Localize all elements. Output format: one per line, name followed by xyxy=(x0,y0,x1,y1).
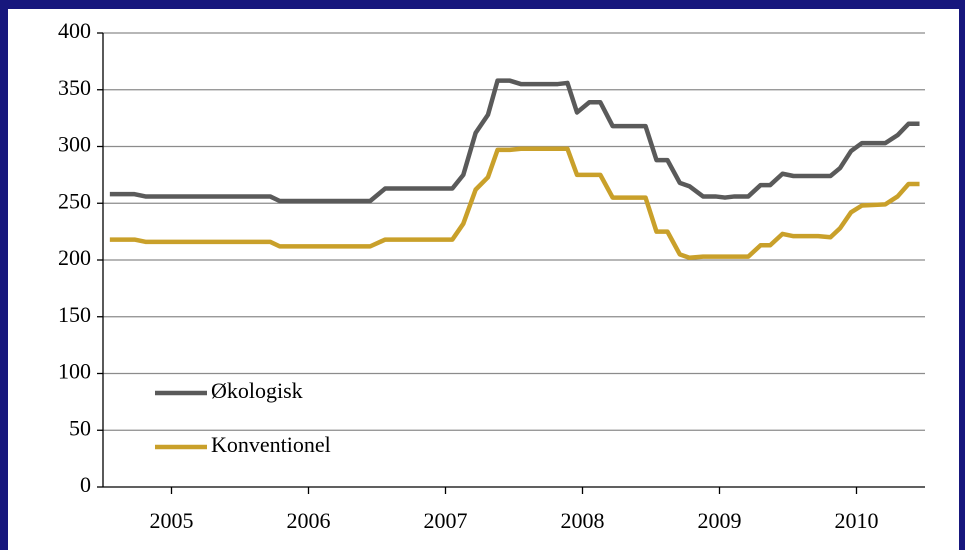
y-tick-label: 200 xyxy=(58,245,91,270)
y-tick-label: 400 xyxy=(58,18,91,43)
legend-label: Økologisk xyxy=(211,378,303,403)
line-series xyxy=(109,146,920,260)
y-tick-label: 50 xyxy=(69,415,91,440)
y-tick-label: 300 xyxy=(58,132,91,157)
x-tick-label: 2007 xyxy=(424,508,468,533)
x-tick-label: 2010 xyxy=(835,508,879,533)
x-tick-label: 2005 xyxy=(150,508,194,533)
y-tick-label: 150 xyxy=(58,302,91,327)
y-tick-label: 350 xyxy=(58,75,91,100)
x-tick-label: 2009 xyxy=(698,508,742,533)
x-tick-label: 2008 xyxy=(561,508,605,533)
y-tick-label: 0 xyxy=(80,472,91,497)
chart-background xyxy=(8,9,959,550)
y-tick-label: 250 xyxy=(58,188,91,213)
legend-label: Konventionel xyxy=(211,432,331,457)
y-tick-label: 100 xyxy=(58,359,91,384)
x-tick-label: 2006 xyxy=(287,508,331,533)
line-series xyxy=(109,78,920,204)
